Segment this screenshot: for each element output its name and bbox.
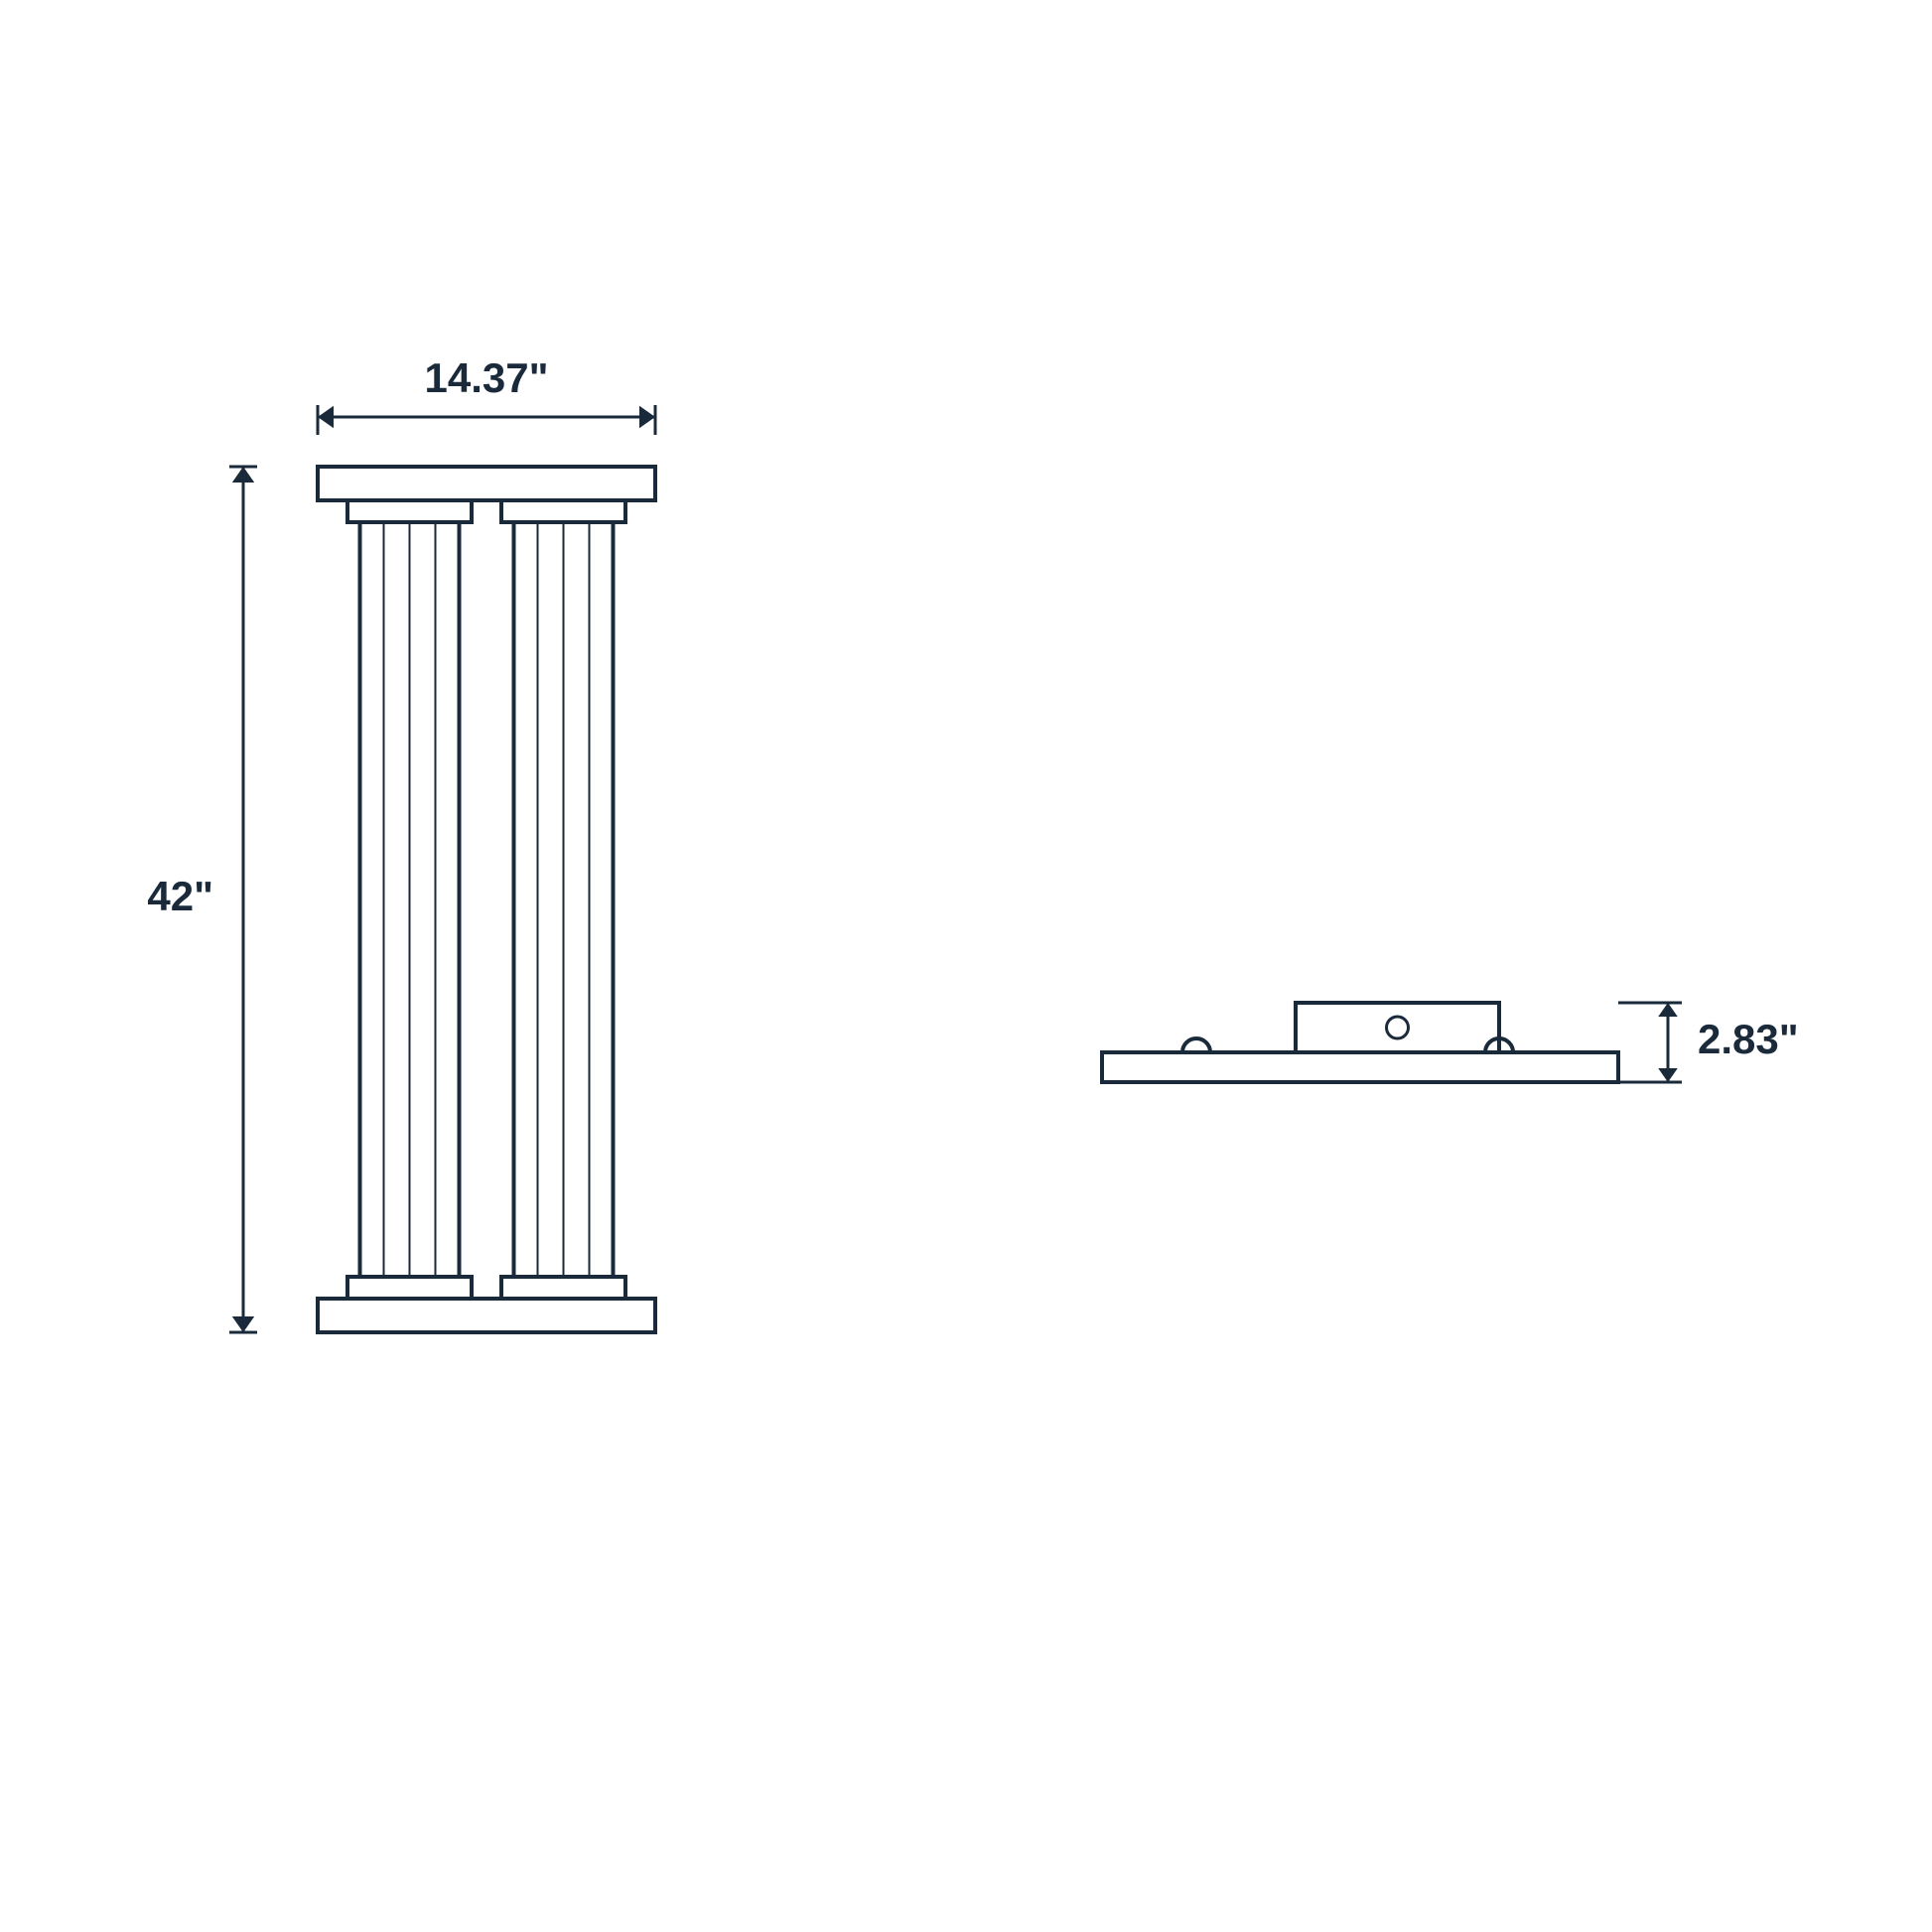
front-view <box>318 467 655 1332</box>
technical-drawing: 14.37" 42" 2.83" <box>0 0 1932 1932</box>
height-dimension-label: 42" <box>147 873 213 919</box>
width-dimension-label: 14.37" <box>424 354 548 401</box>
side-view <box>1102 1003 1618 1082</box>
depth-dimension-label: 2.83" <box>1698 1016 1799 1062</box>
